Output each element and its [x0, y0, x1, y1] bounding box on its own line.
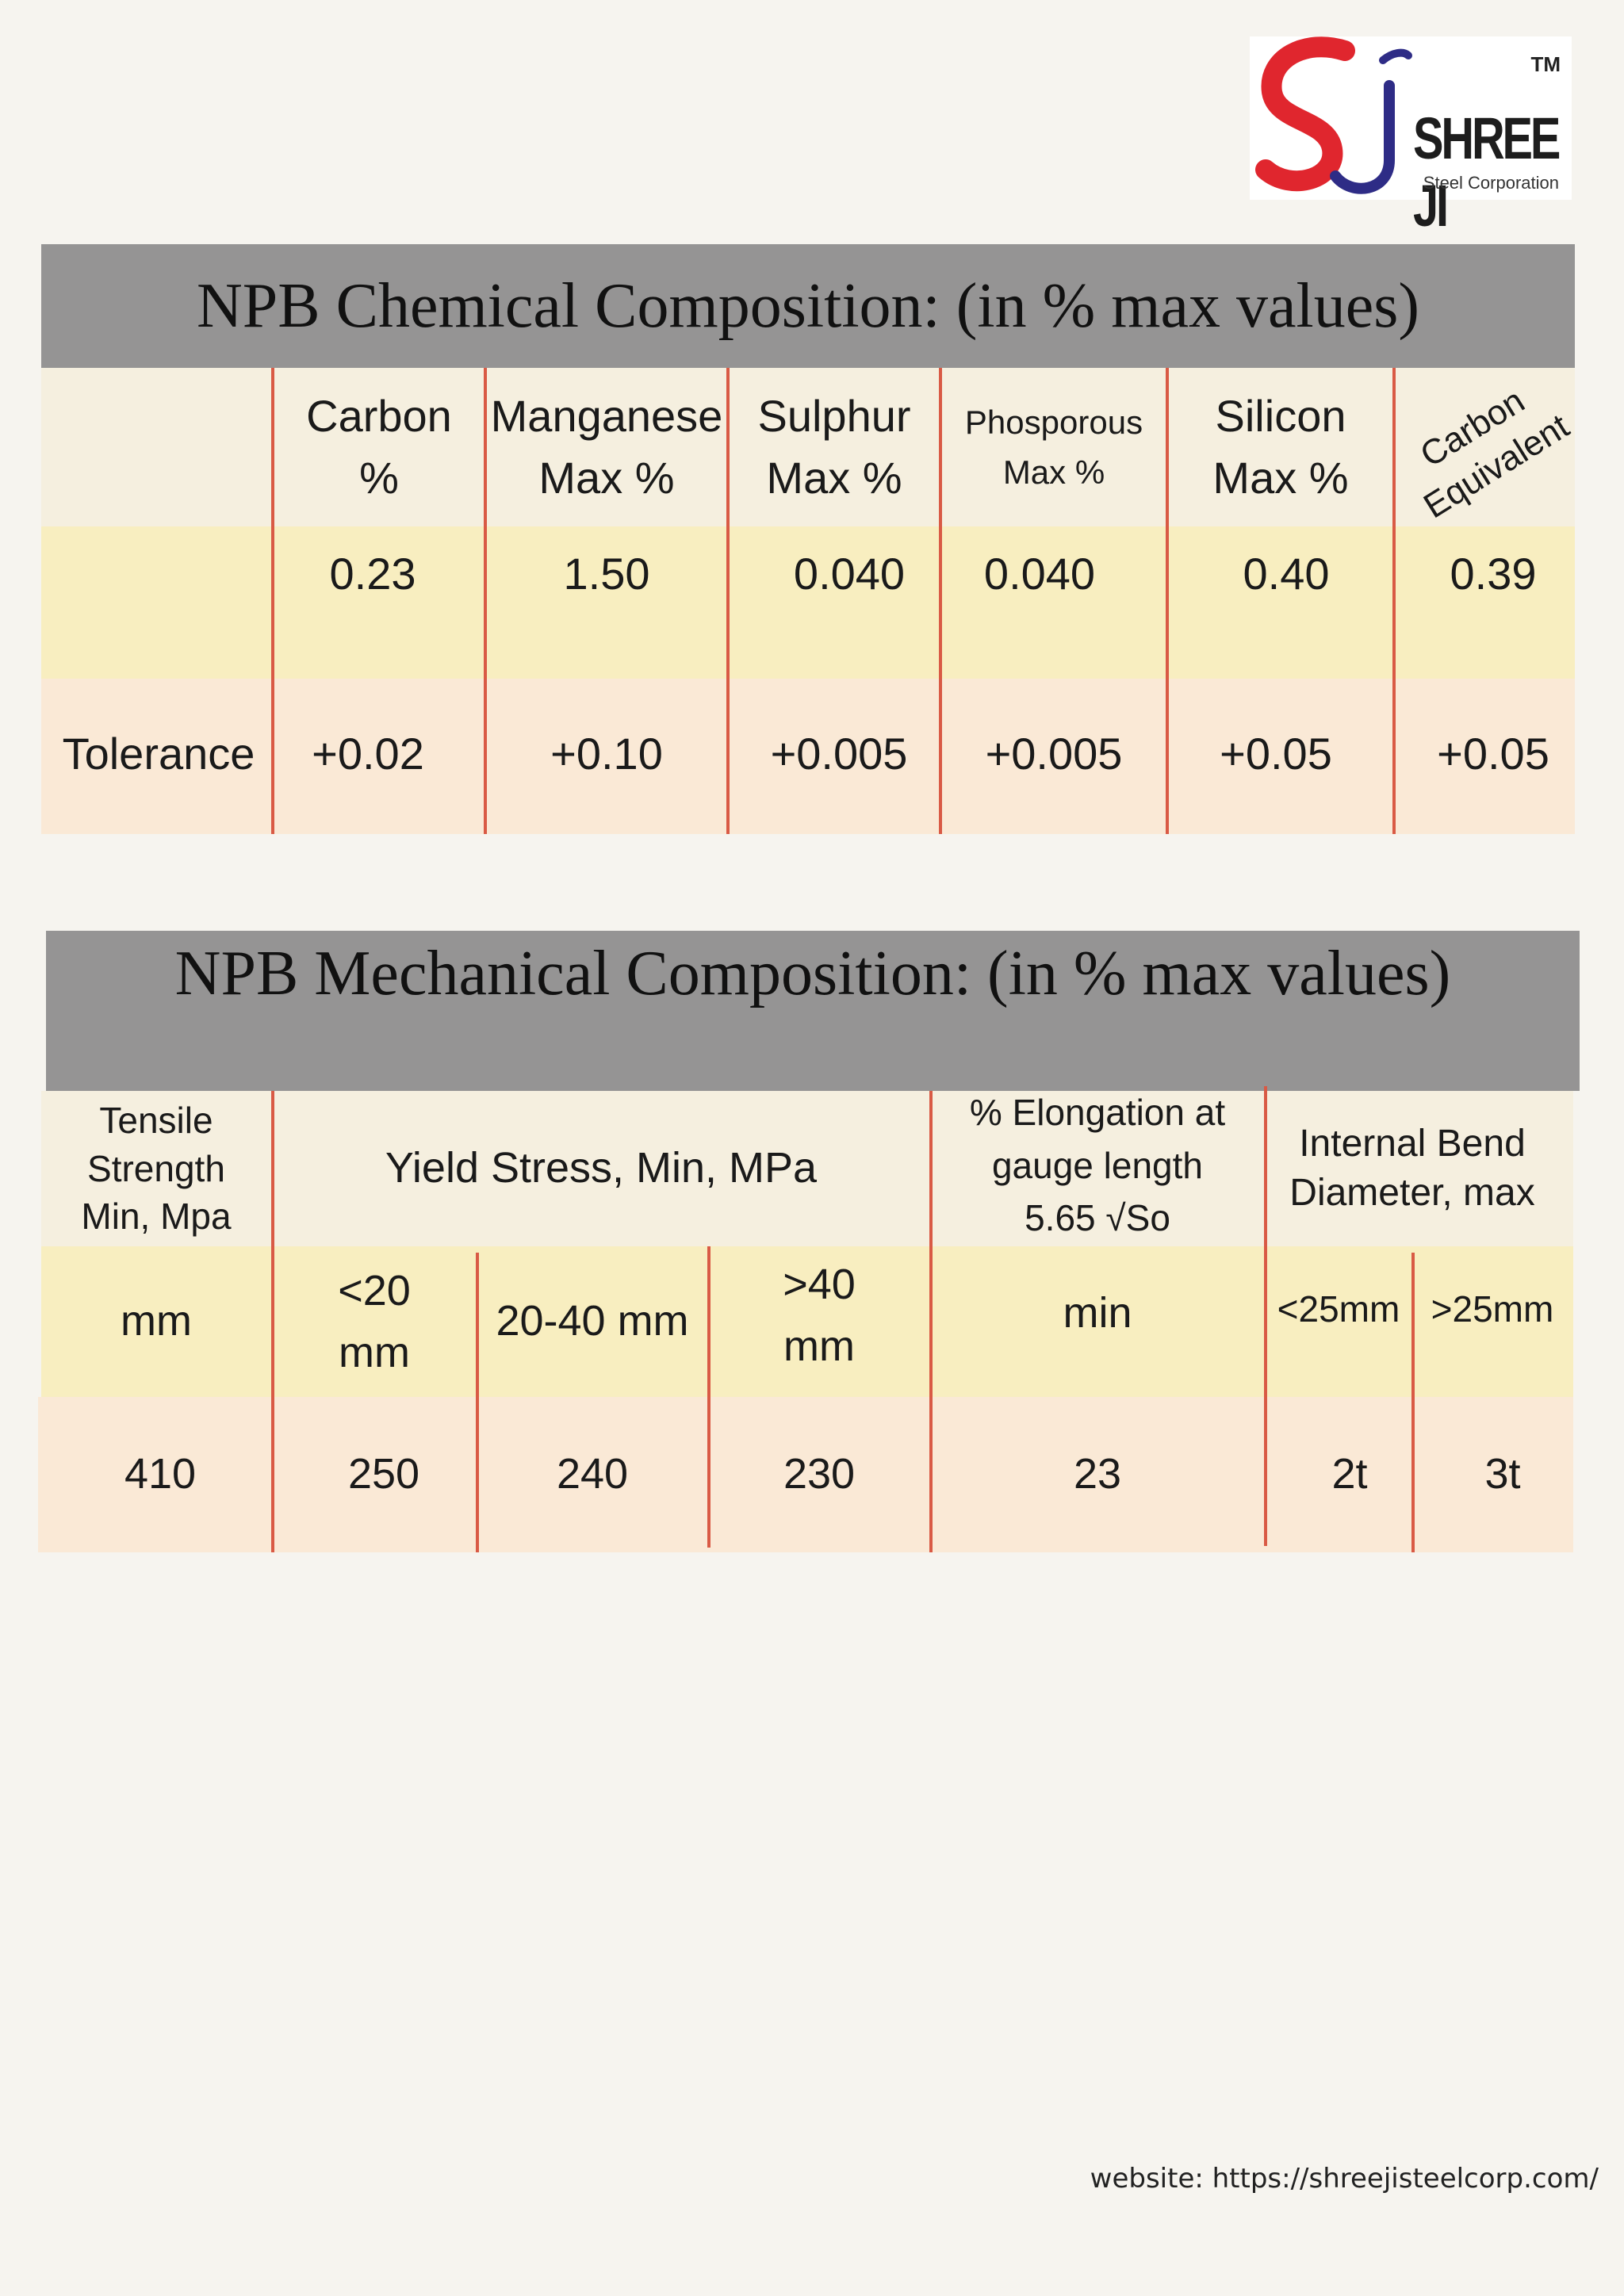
mech-sub-yield-over-40: >40 mm — [783, 1260, 856, 1370]
chem-value-sulphur: 0.040 — [793, 549, 906, 599]
chem-value-silicon: 0.40 — [1243, 549, 1330, 599]
chem-divider — [1392, 368, 1396, 834]
chem-divider — [726, 368, 730, 834]
mech-value-elongation: 23 — [1073, 1450, 1122, 1498]
chem-tolerance-carbon: +0.02 — [312, 729, 424, 779]
mech-value-tensile: 410 — [124, 1450, 197, 1498]
mech-value-bend-under-25: 2t — [1331, 1450, 1368, 1498]
mech-divider — [271, 1091, 274, 1552]
mech-header-bend: Internal Bend Diameter, max — [1289, 1122, 1535, 1214]
mech-header-tensile: Tensile Strength Min, Mpa — [81, 1099, 232, 1238]
mech-sub-yield-20-40: 20-40 mm — [496, 1297, 689, 1345]
chem-header-phosporous: Phosporous Max % — [964, 404, 1143, 491]
chem-value-carbon: 0.23 — [329, 549, 416, 599]
mechanical-header-row — [41, 1091, 1573, 1246]
mech-divider — [1411, 1253, 1415, 1552]
company-logo: TM SHREE JI Steel Corporation — [1250, 36, 1572, 239]
chem-header-silicon: Silicon Max % — [1212, 390, 1349, 503]
chem-divider — [271, 368, 274, 834]
chem-divider — [939, 368, 942, 834]
mech-value-yield-under-20: 250 — [347, 1450, 420, 1498]
chem-tolerance-carbon-equivalent: +0.05 — [1437, 729, 1549, 779]
chem-header-sulphur: Sulphur Max % — [757, 390, 911, 503]
chem-value-carbon-equivalent: 0.39 — [1450, 549, 1537, 599]
chem-header-blank — [41, 368, 273, 526]
mech-value-bend-over-25: 3t — [1484, 1450, 1521, 1498]
mech-divider — [707, 1246, 710, 1548]
chem-value-manganese: 1.50 — [563, 549, 650, 599]
mech-sub-tensile-unit: mm — [121, 1297, 192, 1345]
chemical-tolerance-row — [41, 679, 1575, 834]
chem-header-manganese: Manganese Max % — [490, 390, 723, 503]
chem-value-label — [41, 526, 273, 622]
mechanical-values-row — [38, 1397, 1573, 1552]
mech-value-yield-20-40: 240 — [556, 1450, 629, 1498]
website-link[interactable]: website: https://shreejisteelcorp.com/ — [1090, 2163, 1599, 2195]
sj-logo-mark-icon — [1255, 36, 1412, 194]
mech-sub-bend-under-25: <25mm — [1277, 1288, 1400, 1330]
chem-tolerance-sulphur: +0.005 — [770, 729, 908, 779]
mech-sub-yield-under-20: <20 mm — [338, 1266, 411, 1376]
chem-value-phosporous: 0.040 — [983, 549, 1096, 599]
chemical-table-title: NPB Chemical Composition: (in % max valu… — [41, 244, 1575, 368]
mechanical-subheader-row — [41, 1246, 1573, 1397]
chem-tolerance-phosporous: +0.005 — [985, 729, 1123, 779]
mech-sub-elongation-min: min — [1063, 1289, 1132, 1337]
chem-header-carbon: Carbon % — [306, 390, 452, 503]
mech-header-elongation: % Elongation at gauge length 5.65 √So — [969, 1091, 1226, 1239]
mech-sub-bend-over-25: >25mm — [1431, 1288, 1554, 1330]
chemical-values-row — [41, 526, 1575, 679]
brand-subtitle: Steel Corporation — [1423, 173, 1559, 193]
chemical-header-row — [41, 368, 1575, 526]
mech-divider — [1264, 1086, 1267, 1546]
chem-tolerance-silicon: +0.05 — [1220, 729, 1332, 779]
mechanical-table-title: NPB Mechanical Composition: (in % max va… — [46, 931, 1580, 1091]
chem-tolerance-label: Tolerance — [62, 729, 255, 779]
brand-wordmark: SHREE JI — [1413, 105, 1561, 239]
mech-header-yield: Yield Stress, Min, MPa — [385, 1144, 818, 1192]
mech-value-yield-over-40: 230 — [783, 1450, 856, 1498]
chem-tolerance-manganese: +0.10 — [550, 729, 663, 779]
chem-divider — [484, 368, 487, 834]
mech-divider — [929, 1091, 933, 1552]
chem-divider — [1166, 368, 1169, 834]
trademark-label: TM — [1530, 52, 1561, 76]
mech-divider — [476, 1253, 479, 1552]
